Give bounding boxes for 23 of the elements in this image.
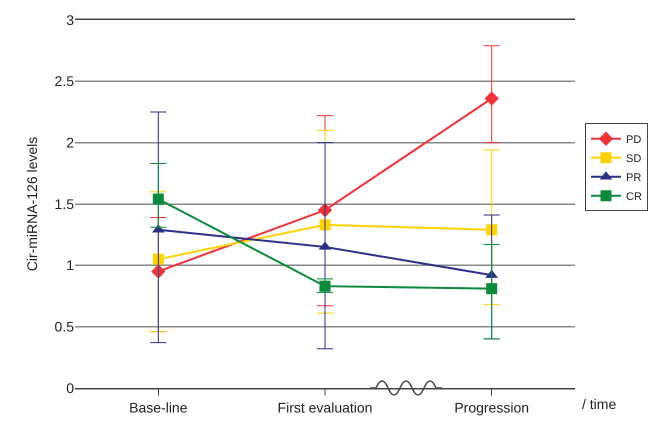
y-tick-label: 0.5 bbox=[54, 318, 74, 335]
point bbox=[320, 280, 330, 292]
legend-label: PD bbox=[626, 134, 642, 146]
y-tick-label: 2.5 bbox=[54, 73, 74, 90]
x-tick-label: Progression bbox=[454, 399, 530, 416]
y-tick-label: 2 bbox=[66, 134, 74, 151]
point bbox=[486, 283, 498, 294]
point bbox=[320, 219, 330, 230]
y-axis-title: Cir-miRNA-126 levels bbox=[24, 136, 40, 272]
point bbox=[484, 91, 499, 106]
legend-label: CR bbox=[626, 190, 642, 203]
point bbox=[152, 194, 164, 205]
y-tick-label: 1 bbox=[66, 257, 74, 274]
x-tick-label: Base-line bbox=[129, 399, 188, 416]
x-axis-title: / time bbox=[582, 396, 616, 412]
legend-label: SD bbox=[626, 152, 642, 165]
y-tick-label: 3 bbox=[66, 12, 74, 28]
point bbox=[486, 224, 498, 236]
y-tick-label: 1.5 bbox=[54, 196, 74, 212]
y-tick-label: 0 bbox=[66, 380, 74, 396]
point bbox=[152, 254, 164, 265]
x-tick-label: First evaluation bbox=[278, 399, 372, 416]
legend-label: PR bbox=[626, 172, 642, 184]
